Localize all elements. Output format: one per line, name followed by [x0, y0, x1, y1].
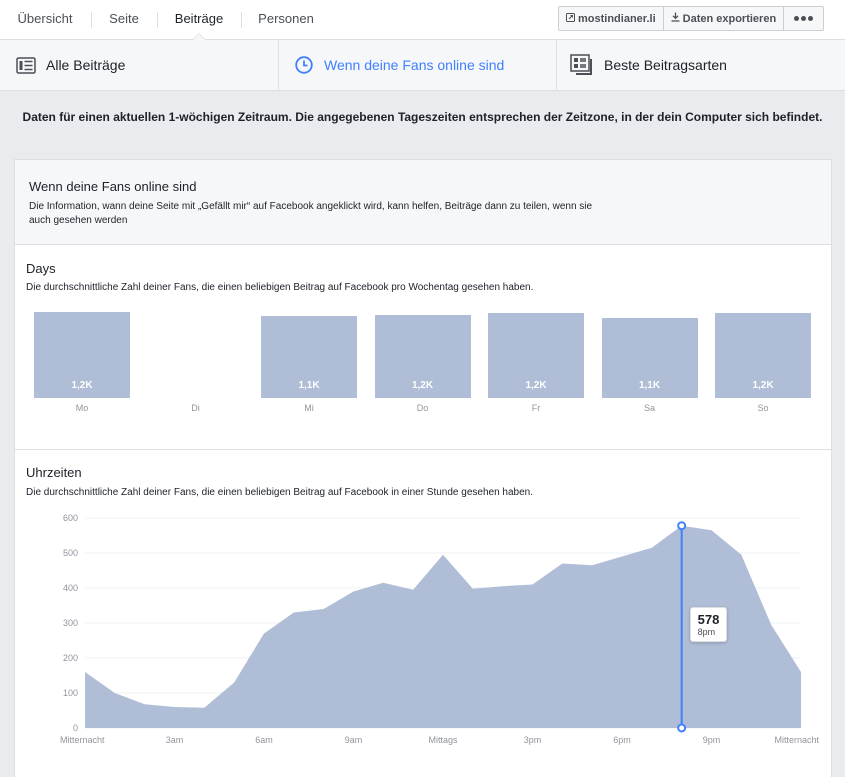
day-label: Di [191, 403, 200, 413]
sub-tabs: Alle Beiträge Wenn deine Fans online sin… [0, 40, 845, 91]
hour-tooltip: 578 8pm [689, 607, 728, 642]
subtab-fans-online[interactable]: Wenn deine Fans online sind [294, 40, 504, 90]
y-tick-label: 0 [73, 723, 78, 733]
page-link-label: mostindianer.li [578, 12, 656, 25]
subtab-alle-beitraege[interactable]: Alle Beiträge [16, 40, 125, 90]
active-tab-indicator [192, 33, 206, 40]
tab-beitraege[interactable]: Beiträge [174, 11, 224, 26]
subtab-label: Wenn deine Fans online sind [324, 57, 505, 73]
day-bar[interactable] [34, 312, 130, 398]
days-description: Die durchschnittliche Zahl deiner Fans, … [26, 282, 534, 293]
fans-online-panel: Wenn deine Fans online sind Die Informat… [14, 159, 832, 777]
day-bar-value: 1,2K [752, 380, 774, 391]
tab-divider [91, 12, 92, 28]
hover-point-bottom [677, 723, 687, 733]
day-bar[interactable] [488, 313, 584, 398]
x-tick-label: 6pm [613, 735, 631, 745]
y-tick-label: 400 [63, 583, 78, 593]
panel-title: Wenn deine Fans online sind [29, 179, 197, 194]
subtab-beste-beitragsarten[interactable]: Beste Beitragsarten [570, 40, 727, 90]
y-tick-label: 500 [63, 548, 78, 558]
subtab-label: Alle Beiträge [46, 57, 126, 73]
export-data-label: Daten exportieren [682, 12, 777, 25]
day-bar-value: 1,2K [525, 380, 547, 391]
panel-description: Die Information, wann deine Seite mit „G… [29, 201, 593, 226]
day-label: Mi [304, 403, 314, 413]
days-title: Days [26, 261, 56, 276]
day-bar[interactable] [601, 318, 698, 398]
day-label: Mo [75, 403, 89, 413]
day-label: Fr [531, 403, 541, 413]
tooltip-value: 578 [697, 612, 720, 627]
x-tick-label: 3pm [524, 735, 542, 745]
day-bar[interactable] [715, 313, 811, 398]
hours-area [85, 525, 801, 728]
post-types-icon [570, 54, 594, 76]
x-tick-label: Mittags [428, 735, 458, 745]
x-tick-label: 6am [255, 735, 273, 745]
tab-uebersicht[interactable]: Übersicht [17, 11, 73, 26]
y-tick-label: 600 [63, 513, 78, 523]
timezone-notice: Daten für einen aktuellen 1-wöchigen Zei… [22, 110, 823, 124]
section-divider [15, 449, 831, 450]
tab-seite[interactable]: Seite [109, 11, 139, 26]
hover-point-top [677, 521, 687, 531]
day-bar-value: 1,1K [638, 380, 661, 391]
day-label: So [757, 403, 769, 413]
day-bar-value: 1,2K [411, 380, 434, 391]
hours-area-chart[interactable]: 0 100 200 300 400 500 600 Mitternacht 3am 6am 9am M… [15, 505, 831, 765]
day-label: Do [416, 403, 429, 413]
top-nav: Übersicht Seite Beiträge Personen mostin… [0, 0, 845, 40]
subtab-divider [556, 40, 557, 90]
clock-icon [294, 55, 314, 75]
hours-description: Die durchschnittliche Zahl deiner Fans, … [26, 487, 534, 498]
y-tick-label: 100 [63, 688, 78, 698]
day-bar[interactable] [374, 315, 471, 398]
page-link-button[interactable]: mostindianer.li [559, 7, 664, 30]
x-tick-label: 3am [166, 735, 184, 745]
days-section: Days Die durchschnittliche Zahl deiner F… [15, 160, 831, 777]
tooltip-label: 8pm [697, 627, 716, 637]
subtab-label: Beste Beitragsarten [604, 57, 727, 73]
tab-personen[interactable]: Personen [258, 11, 314, 26]
y-tick-label: 300 [63, 618, 78, 628]
x-tick-label: Mitternacht [60, 735, 105, 745]
export-data-button[interactable]: Daten exportieren [664, 7, 785, 30]
more-dots-icon [791, 16, 816, 21]
subtab-divider [278, 40, 279, 90]
x-tick-label: 9am [345, 735, 363, 745]
list-icon [16, 56, 36, 74]
x-tick-label: Mitternacht [774, 735, 819, 745]
external-link-icon [566, 8, 575, 30]
page-actions: mostindianer.li Daten exportieren [558, 6, 825, 31]
day-bar-value: 1,1K [298, 380, 320, 391]
day-bar-value: 1,2K [71, 380, 93, 391]
download-icon [671, 8, 680, 30]
tab-divider [241, 12, 242, 28]
day-label: Sa [643, 403, 655, 413]
more-options-button[interactable] [784, 7, 823, 30]
x-tick-label: 9pm [703, 735, 721, 745]
day-bar[interactable] [261, 316, 357, 398]
tab-divider [157, 12, 158, 28]
hours-title: Uhrzeiten [26, 465, 82, 480]
y-tick-label: 200 [63, 653, 78, 663]
panel-header: Wenn deine Fans online sind Die Informat… [15, 160, 831, 245]
